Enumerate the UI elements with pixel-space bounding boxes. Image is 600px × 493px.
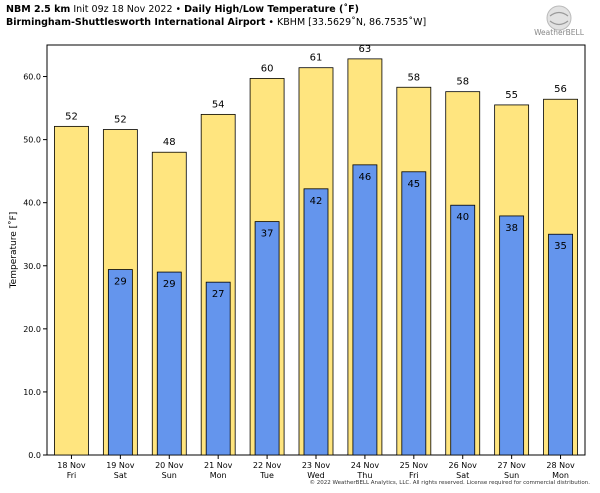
x-tick-label-date: 21 Nov bbox=[204, 461, 233, 470]
x-tick-label-day: Wed bbox=[307, 471, 324, 480]
high-temp-label: 58 bbox=[407, 72, 420, 83]
high-temp-label: 52 bbox=[114, 115, 127, 126]
copyright-notice: © 2022 WeatherBELL Analytics, LLC. All r… bbox=[309, 480, 590, 486]
x-tick-label-date: 22 Nov bbox=[253, 461, 282, 470]
x-tick-label-day: Tue bbox=[259, 471, 274, 480]
chart-title: Daily High/Low Temperature (˚F) bbox=[184, 4, 359, 15]
high-temp-bar bbox=[54, 125, 89, 456]
low-temp-bar bbox=[499, 215, 525, 456]
low-temp-bar bbox=[254, 221, 280, 456]
y-tick-label: 0.0 bbox=[28, 451, 41, 460]
x-tick-label-day: Thu bbox=[356, 471, 372, 480]
low-temp-label: 27 bbox=[212, 289, 225, 300]
x-tick-label-date: 18 Nov bbox=[57, 461, 86, 470]
model-name: NBM 2.5 km bbox=[6, 4, 71, 15]
x-tick-label-date: 20 Nov bbox=[155, 461, 184, 470]
low-temp-label: 46 bbox=[359, 172, 372, 183]
y-axis-label: Temperature [˚F] bbox=[8, 212, 19, 290]
low-temp-label: 38 bbox=[505, 223, 518, 234]
low-temp-bar bbox=[548, 233, 573, 456]
header-line-2: Birmingham-Shuttlesworth International A… bbox=[6, 16, 426, 29]
high-temp-label: 54 bbox=[212, 99, 225, 110]
low-temp-label: 45 bbox=[407, 179, 420, 190]
y-tick-label: 60.0 bbox=[23, 73, 41, 82]
header-line-1: NBM 2.5 km Init 09z 18 Nov 2022 • Daily … bbox=[6, 3, 426, 16]
high-temp-label: 52 bbox=[65, 111, 78, 122]
low-temp-bar bbox=[401, 171, 427, 456]
y-tick-label: 30.0 bbox=[23, 262, 41, 271]
chart-header: NBM 2.5 km Init 09z 18 Nov 2022 • Daily … bbox=[6, 3, 426, 29]
x-tick-label-date: 23 Nov bbox=[302, 461, 331, 470]
separator: • bbox=[268, 17, 275, 28]
station-name: Birmingham-Shuttlesworth International A… bbox=[6, 17, 266, 28]
station-meta: KBHM [33.5629˚N, 86.7535˚W] bbox=[277, 17, 427, 28]
low-temp-label: 29 bbox=[163, 279, 176, 290]
separator: • bbox=[175, 4, 182, 15]
x-tick-label-day: Mon bbox=[210, 471, 227, 480]
high-temp-label: 56 bbox=[554, 84, 567, 95]
logo-text: WeatherBELL bbox=[534, 28, 585, 37]
x-tick-label-date: 25 Nov bbox=[400, 461, 429, 470]
x-tick-label-date: 28 Nov bbox=[546, 461, 575, 470]
low-temp-label: 40 bbox=[456, 212, 469, 223]
init-time: Init 09z 18 Nov 2022 bbox=[73, 4, 173, 15]
y-tick-label: 20.0 bbox=[23, 325, 41, 334]
x-tick-label-date: 27 Nov bbox=[497, 461, 526, 470]
high-temp-label: 48 bbox=[163, 137, 176, 148]
high-temp-label: 60 bbox=[261, 63, 274, 74]
x-tick-label-date: 26 Nov bbox=[449, 461, 478, 470]
x-tick-label-day: Sat bbox=[114, 471, 127, 480]
y-tick-label: 40.0 bbox=[23, 199, 41, 208]
high-temp-label: 58 bbox=[456, 77, 469, 88]
low-temp-label: 35 bbox=[554, 241, 567, 252]
weatherbell-logo: WeatherBELL bbox=[534, 5, 585, 37]
x-tick-label-date: 24 Nov bbox=[351, 461, 380, 470]
x-tick-label-day: Mon bbox=[552, 471, 569, 480]
low-temp-bar bbox=[156, 271, 182, 456]
low-temp-bar bbox=[205, 281, 231, 456]
x-tick-label-date: 19 Nov bbox=[106, 461, 135, 470]
low-temp-bar bbox=[107, 269, 133, 456]
x-tick-label-day: Sun bbox=[504, 471, 519, 480]
low-temp-label: 37 bbox=[261, 229, 274, 240]
x-tick-label-day: Sun bbox=[162, 471, 177, 480]
high-temp-label: 61 bbox=[310, 53, 323, 64]
low-temp-label: 29 bbox=[114, 277, 127, 288]
y-tick-label: 10.0 bbox=[23, 388, 41, 397]
high-temp-label: 55 bbox=[505, 90, 518, 101]
high-temp-label: 63 bbox=[359, 44, 372, 55]
low-temp-bar bbox=[352, 164, 378, 456]
x-tick-label-day: Sat bbox=[456, 471, 469, 480]
low-temp-bar bbox=[303, 188, 329, 456]
x-tick-label-day: Fri bbox=[409, 471, 419, 480]
low-temp-bar bbox=[450, 204, 476, 456]
y-tick-label: 50.0 bbox=[23, 136, 41, 145]
low-temp-label: 42 bbox=[310, 196, 323, 207]
x-tick-label-day: Fri bbox=[67, 471, 77, 480]
